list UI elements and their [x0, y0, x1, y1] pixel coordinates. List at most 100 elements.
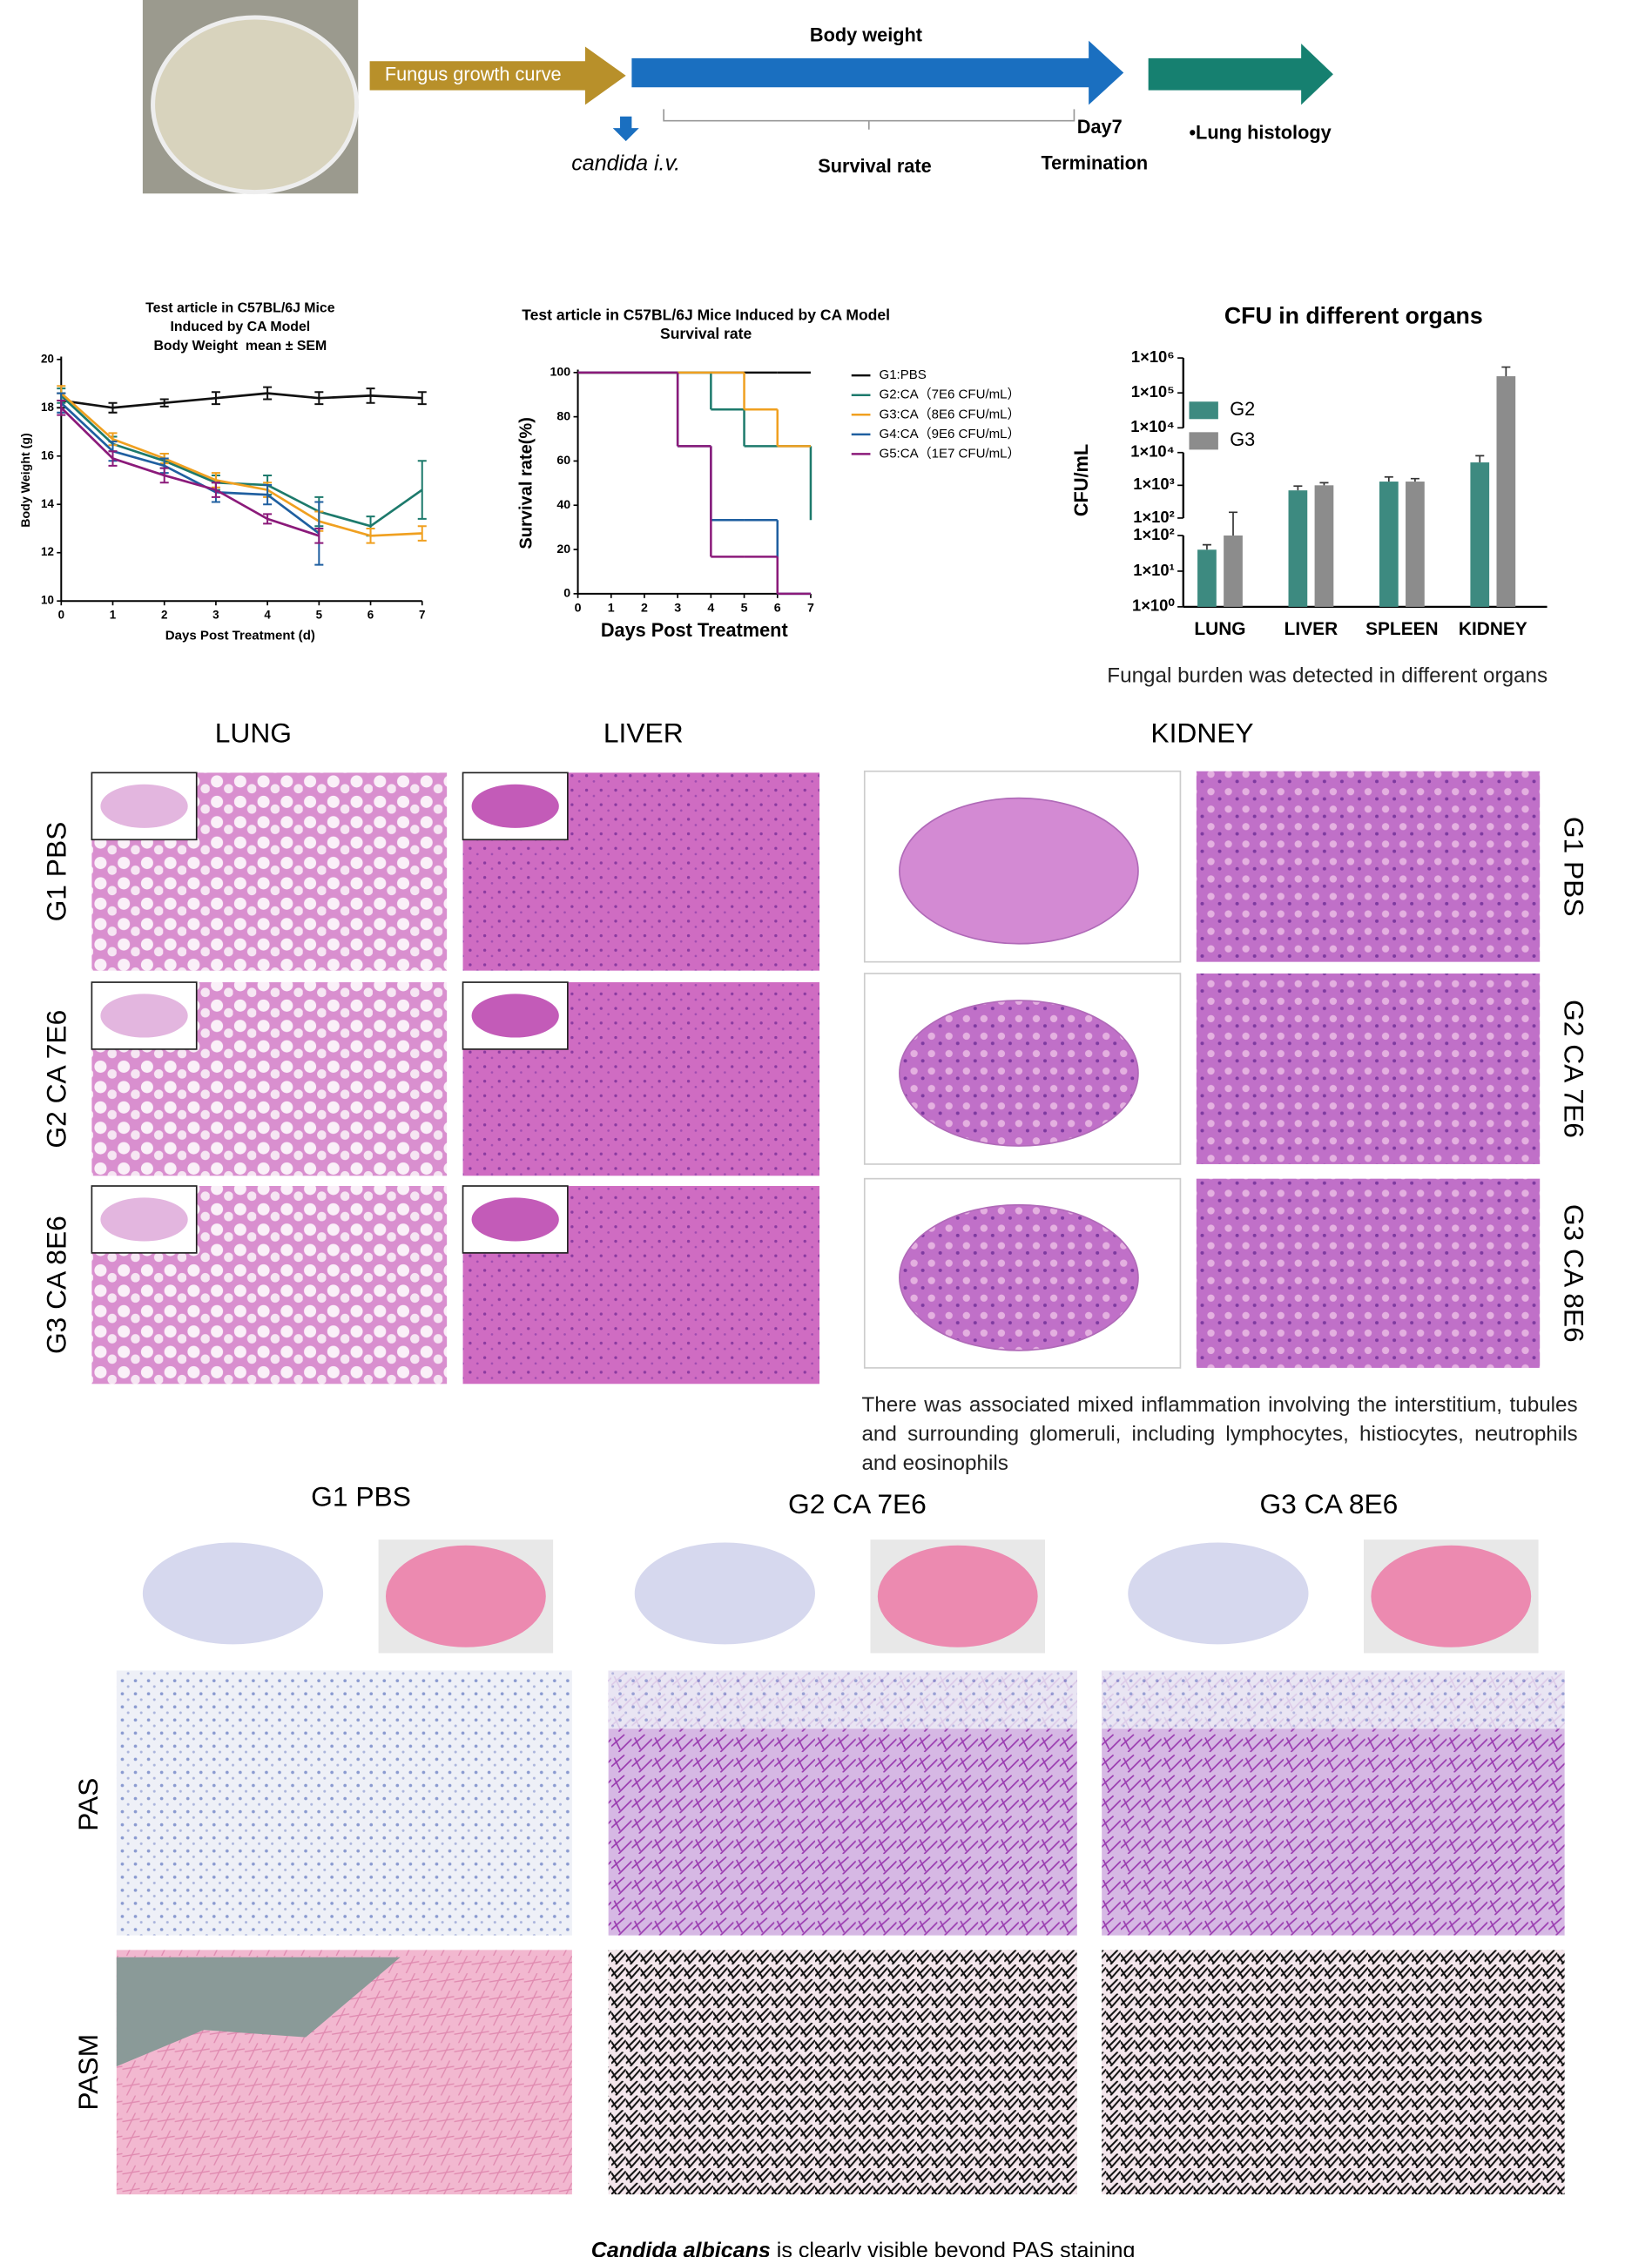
y-tick-label: 1×10²	[1133, 508, 1175, 526]
x-tick-label: 0	[575, 601, 582, 615]
step-label: Survival rate	[818, 155, 931, 177]
micrograph	[1102, 1950, 1565, 2195]
x-tick-label: 1	[110, 608, 117, 621]
column-header: LIVER	[603, 717, 684, 748]
bracket	[663, 109, 1075, 130]
legend-label: G4:CA（9E6 CFU/mL）	[879, 427, 1020, 441]
chart-title: CFU in different organs	[1224, 302, 1483, 328]
micrograph	[1196, 974, 1541, 1164]
error-bar	[1410, 477, 1419, 482]
inset-tissue	[100, 994, 188, 1038]
group-header: G3 CA 8E6	[1259, 1488, 1398, 1519]
bar	[1379, 482, 1399, 607]
y-axis-label: CFU/mL	[1070, 444, 1092, 516]
micrograph	[1196, 771, 1541, 962]
y-tick-label: 80	[556, 409, 570, 423]
series-line	[60, 407, 320, 537]
inset-tissue	[100, 784, 188, 828]
x-tick-label: 5	[741, 601, 748, 615]
thumb-pasm	[1371, 1545, 1532, 1647]
y-tick-label: 60	[556, 454, 570, 468]
legend-label: G3:CA（8E6 CFU/mL）	[879, 407, 1020, 421]
error-bar	[1319, 482, 1329, 486]
stain-label: PASM	[72, 2034, 104, 2111]
thumb-pas	[1128, 1542, 1309, 1645]
legend-label: G2:CA（7E6 CFU/mL）	[879, 387, 1020, 402]
x-tick-label: 7	[419, 608, 425, 621]
thumb-pasm	[877, 1545, 1038, 1647]
error-bar	[1228, 511, 1238, 536]
chart-title: Test article in C57BL/6J Mice Induced by…	[522, 306, 890, 323]
y-tick-label: 20	[41, 352, 54, 365]
step-label: Body weight	[810, 24, 922, 46]
x-tick-label: SPLEEN	[1365, 619, 1439, 639]
error-bar	[1501, 366, 1511, 377]
error-bar	[263, 484, 273, 506]
chart-title: Test article in C57BL/6J Mice	[145, 300, 335, 315]
error-bar	[263, 513, 273, 525]
micrograph	[116, 1670, 572, 1936]
y-tick-label: 20	[556, 542, 570, 556]
caption-italic: Candida albicans	[591, 2238, 771, 2257]
histology: G1 PBS G2 CA 7E6 G3 CA 8E6 G1 PBS G2 CA 7E6 G…	[40, 717, 1590, 2195]
row-label: G2 CA 7E6	[40, 1010, 71, 1149]
error-bar	[1475, 455, 1485, 463]
bar	[1470, 462, 1490, 607]
x-tick-label: 6	[367, 608, 374, 621]
row-label: G1 PBS	[1559, 817, 1590, 917]
group-header: G1 PBS	[311, 1481, 411, 1513]
step-label: Fungus growth curve	[385, 64, 562, 85]
x-tick-label: 4	[707, 601, 714, 615]
error-bar	[366, 387, 375, 404]
row-label: G3 CA 8E6	[1559, 1204, 1590, 1343]
x-tick-label: 6	[774, 601, 781, 615]
y-tick-label: 1×10⁴	[1130, 442, 1174, 461]
kidney-section	[899, 1203, 1139, 1351]
error-bar	[108, 401, 118, 414]
error-bar	[417, 460, 427, 520]
stain-label: PAS	[72, 1778, 104, 1831]
x-tick-label: 1	[608, 601, 615, 615]
y-tick-label: 1×10²	[1133, 525, 1175, 543]
y-tick-label: 12	[41, 545, 54, 558]
row-label: G3 CA 8E6	[40, 1216, 71, 1354]
series-line	[60, 394, 423, 528]
arrow	[1148, 44, 1333, 105]
error-bar	[211, 482, 220, 498]
y-tick-label: 18	[41, 401, 54, 414]
bar	[1496, 376, 1516, 607]
chart-title: Body Weight mean ± SEM	[153, 339, 327, 354]
bar	[1314, 485, 1334, 607]
thumb-pas	[142, 1542, 324, 1645]
legend-label: G2	[1230, 398, 1255, 420]
legend-swatch	[1189, 401, 1218, 420]
column-header: LUNG	[215, 717, 292, 748]
error-bar	[366, 527, 375, 544]
arrow	[631, 40, 1124, 105]
y-tick-label: 0	[563, 587, 570, 601]
error-bar	[314, 391, 324, 406]
caption-text: is clearly visible beyond PAS staining	[771, 2238, 1136, 2257]
step-label: Termination	[1041, 152, 1148, 174]
micrograph-edge	[608, 1670, 1077, 1729]
series-line	[60, 401, 320, 535]
chart-title: Survival rate	[660, 325, 752, 342]
legend-label: G1:PBS	[879, 367, 926, 382]
plate	[151, 15, 360, 195]
step-label: Day7	[1077, 116, 1123, 138]
error-bar	[159, 398, 169, 408]
error-bar	[1202, 543, 1211, 550]
x-axis-label: Days Post Treatment (d)	[165, 628, 315, 643]
error-bar	[417, 391, 427, 406]
y-tick-label: 100	[550, 366, 571, 380]
error-bar	[1293, 485, 1303, 491]
bar	[1288, 490, 1308, 607]
kidney-section	[899, 797, 1139, 945]
x-tick-label: KIDNEY	[1459, 619, 1527, 639]
micrograph-edge	[1102, 1670, 1565, 1729]
bar	[1406, 482, 1425, 607]
row-label: G2 CA 7E6	[1559, 1000, 1590, 1138]
thumb-pas	[634, 1542, 815, 1645]
